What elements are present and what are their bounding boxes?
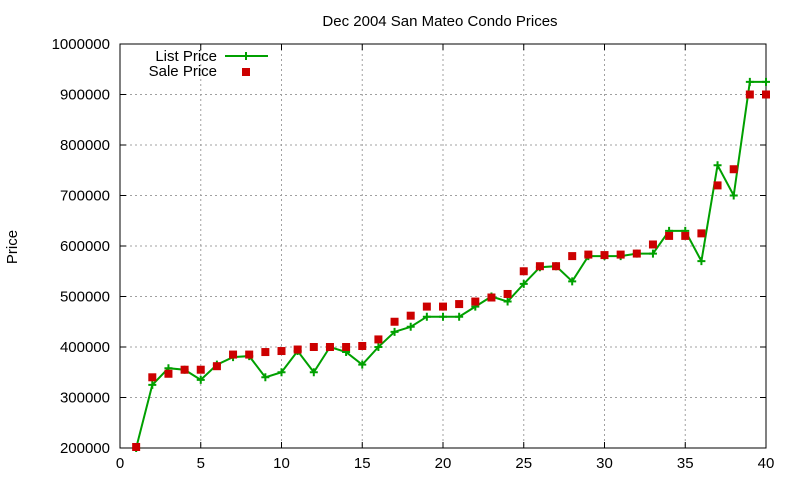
data-point-sale-price xyxy=(132,442,141,451)
data-point-sale-price xyxy=(374,335,383,344)
data-point-sale-price xyxy=(487,293,496,302)
data-point-sale-price xyxy=(277,347,286,356)
y-tick-label: 300000 xyxy=(60,390,110,407)
data-point-list-price xyxy=(697,257,706,266)
legend: List Price Sale Price xyxy=(149,48,268,80)
data-point-list-price xyxy=(309,368,318,377)
data-point-list-price xyxy=(277,368,286,377)
data-point-list-price xyxy=(406,322,415,331)
x-tick-label: 35 xyxy=(677,455,694,472)
data-point-sale-price xyxy=(568,252,577,261)
y-tick-label: 1000000 xyxy=(52,36,110,53)
x-tick-label: 5 xyxy=(197,455,205,472)
data-point-sale-price xyxy=(245,350,254,359)
x-tick-label: 20 xyxy=(435,455,452,472)
data-point-list-price xyxy=(390,327,399,336)
data-point-list-price xyxy=(422,312,431,321)
axis-ticks: 0 5 10 15 20 25 30 35 40 200000 300000 400000 500000… xyxy=(52,36,775,472)
x-tick-label: 40 xyxy=(758,455,775,472)
data-point-sale-price xyxy=(713,181,722,190)
data-point-sale-price xyxy=(665,231,674,240)
y-tick-label: 400000 xyxy=(60,339,110,356)
data-point-list-price xyxy=(713,161,722,170)
x-tick-label: 0 xyxy=(116,455,124,472)
data-point-list-price xyxy=(729,191,738,200)
data-point-list-price xyxy=(261,373,270,382)
x-tick-label: 15 xyxy=(354,455,371,472)
data-point-sale-price xyxy=(681,231,690,240)
data-point-sale-price xyxy=(309,343,318,351)
data-point-sale-price xyxy=(406,311,415,320)
data-point-sale-price xyxy=(729,165,738,174)
data-point-list-price xyxy=(196,375,205,384)
y-tick-label: 200000 xyxy=(60,440,110,457)
x-tick-label: 25 xyxy=(515,455,532,472)
series-line-list-price xyxy=(135,80,766,449)
data-point-sale-price xyxy=(535,262,544,271)
data-point-sale-price xyxy=(762,90,770,99)
data-point-sale-price xyxy=(648,240,657,249)
data-point-sale-price xyxy=(342,343,351,351)
data-point-sale-price xyxy=(584,250,593,259)
data-point-list-price xyxy=(358,360,367,369)
legend-label-sale-price: Sale Price xyxy=(149,63,217,80)
y-tick-label: 800000 xyxy=(60,137,110,154)
data-point-sale-price xyxy=(358,341,367,350)
x-tick-label: 10 xyxy=(273,455,290,472)
data-point-sale-price xyxy=(616,250,625,259)
data-point-sale-price xyxy=(293,345,302,354)
data-point-list-price xyxy=(374,343,383,351)
data-point-list-price xyxy=(648,249,657,258)
y-axis-label: Price xyxy=(4,230,21,264)
y-tick-label: 700000 xyxy=(60,188,110,205)
data-point-sale-price xyxy=(422,302,431,311)
data-point-list-price xyxy=(148,380,157,389)
data-point-list-price xyxy=(568,277,577,286)
data-point-sale-price xyxy=(503,289,512,298)
data-point-list-price xyxy=(762,77,770,86)
y-tick-label: 500000 xyxy=(60,289,110,306)
data-point-sale-price xyxy=(471,297,480,306)
data-point-list-price xyxy=(455,312,464,321)
legend-marker-list-price xyxy=(242,52,250,60)
data-point-sale-price xyxy=(439,302,447,311)
y-tick-label: 600000 xyxy=(60,238,110,255)
data-point-sale-price xyxy=(519,267,528,276)
legend-label-list-price: List Price xyxy=(155,48,217,65)
data-point-sale-price xyxy=(552,262,561,271)
plot-frame xyxy=(119,43,767,449)
data-point-sale-price xyxy=(697,229,706,238)
data-point-sale-price xyxy=(455,300,464,309)
data-point-sale-price xyxy=(325,343,334,351)
data-point-sale-price xyxy=(390,317,399,326)
data-point-sale-price xyxy=(229,350,238,359)
data-point-sale-price xyxy=(180,365,189,374)
data-point-list-price xyxy=(519,279,528,288)
data-point-sale-price xyxy=(600,251,609,260)
data-point-sale-price xyxy=(148,373,157,382)
plot-area xyxy=(132,77,770,452)
data-point-sale-price xyxy=(632,249,641,258)
x-tick-label: 30 xyxy=(596,455,613,472)
legend-marker-sale-price xyxy=(242,68,250,76)
data-point-list-price xyxy=(503,297,512,306)
data-point-sale-price xyxy=(196,365,205,374)
data-point-list-price xyxy=(745,77,754,86)
data-point-sale-price xyxy=(212,362,221,371)
data-point-sale-price xyxy=(261,348,270,357)
data-point-sale-price xyxy=(164,369,173,378)
y-tick-label: 900000 xyxy=(60,87,110,104)
chart-title: Dec 2004 San Mateo Condo Prices xyxy=(322,13,557,30)
grid xyxy=(120,44,766,448)
data-point-sale-price xyxy=(745,90,754,99)
data-point-list-price xyxy=(439,312,447,321)
